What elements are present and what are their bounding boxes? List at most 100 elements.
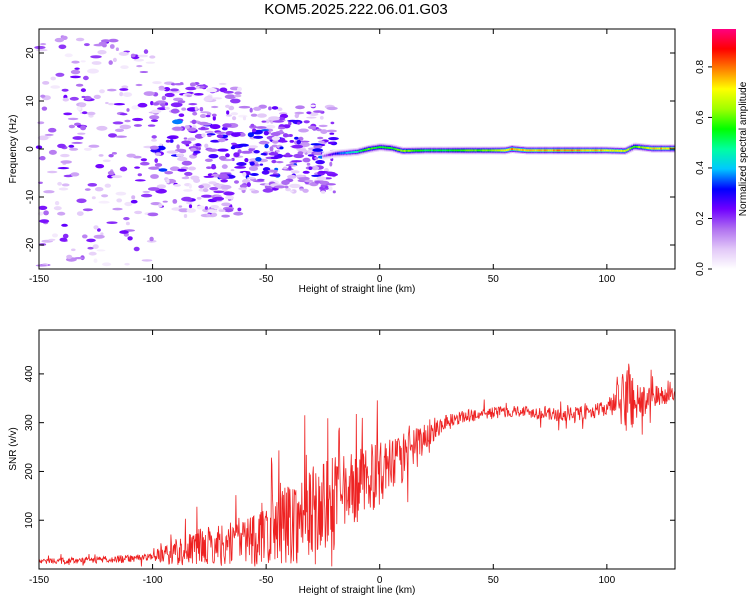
spectrogram-cell <box>81 111 88 115</box>
spectrogram-cell <box>130 53 136 58</box>
spectrogram-cell <box>313 110 324 113</box>
spectrogram-cell <box>64 53 73 58</box>
spectrogram-cell <box>149 55 156 59</box>
spectrogram-cell <box>318 140 325 143</box>
spectrogram-cell <box>162 200 168 203</box>
spectrogram-trace-cell <box>391 147 394 150</box>
spectrogram-cell <box>118 51 129 56</box>
spectrogram-cell <box>112 57 117 63</box>
spectrogram-cell <box>57 181 62 186</box>
spectrogram-cell <box>48 238 56 241</box>
spectrogram-cell <box>234 180 239 184</box>
spectrogram-cell <box>71 60 80 64</box>
snr-panel: -150 -100 -50 0 50 100 100 200 300 400 Height of … <box>8 329 676 596</box>
spectrogram-cell <box>264 143 269 149</box>
spectrogram-trace-cell <box>543 149 547 152</box>
spectrogram-cell <box>70 75 81 79</box>
spectrogram-cell <box>207 148 218 152</box>
spectrogram-trace-cell <box>662 147 665 150</box>
spectrogram-trace-cell <box>447 149 450 152</box>
spectrogram-cell <box>284 185 289 189</box>
spectrogram-cell <box>330 121 335 125</box>
spectrogram-cell <box>288 120 292 126</box>
spectrogram-trace-cell <box>494 149 498 152</box>
spectrogram-cell <box>133 246 140 252</box>
spectrogram-cell <box>226 110 230 115</box>
spectrogram-cell <box>237 149 242 154</box>
spectrogram-cell <box>53 206 62 211</box>
spectrogram-cell <box>187 137 196 141</box>
spectrogram-cell <box>294 113 299 119</box>
snr-ylabel: SNR (v/v) <box>8 427 19 470</box>
spectrogram-trace-cell <box>398 149 401 152</box>
spectrogram-cell <box>217 148 229 152</box>
spectrogram-trace-cell <box>636 145 639 148</box>
spectrogram-cell <box>260 129 270 132</box>
spectrogram-trace-cell <box>573 149 576 152</box>
spectrogram-cell <box>50 85 61 89</box>
spectrogram-trace-cell <box>602 149 605 152</box>
spectrogram-cell <box>176 144 180 149</box>
spectrogram-cell <box>73 257 85 260</box>
spectrogram-cell <box>209 124 221 130</box>
spectrogram-cell <box>159 103 166 107</box>
spectrogram-cell <box>277 107 283 111</box>
spectrogram-cell <box>55 72 65 77</box>
spectrogram-cell <box>249 161 255 166</box>
spectrogram-trace-cell <box>496 149 500 152</box>
spectrogram-cell <box>223 191 235 196</box>
spectrogram-cell <box>250 123 255 127</box>
spectrogram-cell <box>149 115 160 120</box>
snr-ytick-label: 400 <box>24 365 35 382</box>
spectrogram-trace-cell <box>520 148 523 151</box>
spectrogram-trace-cell <box>325 154 329 157</box>
spectrogram-trace-cell <box>420 149 423 152</box>
spectrogram-cell <box>74 67 80 70</box>
spectrogram-cell <box>124 262 130 266</box>
spectrogram-trace-cell <box>376 146 380 149</box>
spectrogram-trace-cell <box>498 149 501 152</box>
spectrogram-cell <box>249 107 253 113</box>
spectrogram-cell <box>291 144 304 149</box>
spectrogram-frame <box>38 28 676 270</box>
spectrogram-cell <box>47 170 58 174</box>
spectrogram-trace-cell <box>413 149 416 152</box>
spectrogram-cell <box>218 173 228 179</box>
spectrogram-cell <box>119 88 129 91</box>
spectrogram-cell <box>112 207 123 211</box>
spectrogram-cell <box>230 169 235 172</box>
spectrogram-trace-cell <box>587 149 590 152</box>
spectrogram-cell <box>197 121 209 125</box>
spectrogram-cell <box>93 94 101 99</box>
spectrogram-trace-cell <box>436 149 440 152</box>
spectrogram-cell <box>260 152 267 156</box>
spectrogram-trace-cell <box>458 149 461 152</box>
spectrogram-ytick-label: 10 <box>25 95 36 107</box>
spectrogram-trace-cell <box>616 149 619 152</box>
spectrogram-cell <box>66 254 73 259</box>
spectrogram-cell <box>158 203 163 208</box>
spectrogram-cell <box>101 194 109 198</box>
spectrogram-cell <box>80 60 86 63</box>
spectrogram-trace-cell <box>562 149 565 152</box>
spectrogram-cell <box>149 145 159 150</box>
spectrogram-trace-cell <box>522 149 525 151</box>
spectrogram-cell <box>193 93 204 96</box>
spectrogram-cell <box>259 163 264 166</box>
spectrogram-cell <box>83 147 92 151</box>
spectrogram-trace-cell <box>471 149 474 152</box>
spectrogram-cell <box>107 88 117 92</box>
spectrogram-cell <box>151 135 157 139</box>
spectrogram-trace-cell <box>647 147 650 150</box>
spectrogram-cell <box>140 161 150 166</box>
spectrogram-cell <box>87 183 98 187</box>
spectrogram-trace-cell <box>667 147 670 150</box>
spectrogram-cell <box>91 196 96 200</box>
spectrogram-cell <box>102 262 112 267</box>
spectrogram-cell <box>63 174 73 178</box>
spectrogram-cell <box>82 208 93 212</box>
spectrogram-cell <box>87 111 96 116</box>
spectrogram-cell <box>34 45 46 50</box>
spectrogram-cell <box>106 221 118 224</box>
spectrogram-cell <box>224 94 236 99</box>
